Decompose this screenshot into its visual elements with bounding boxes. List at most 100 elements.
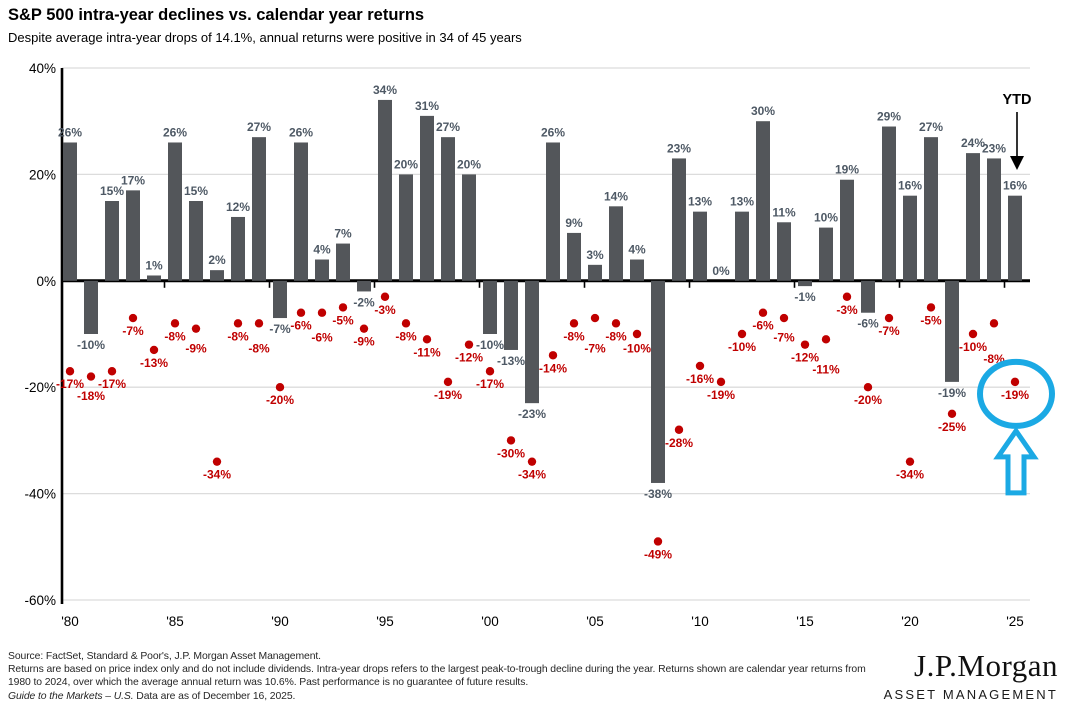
return-bar-label: -38% (644, 487, 672, 501)
decline-dot (275, 383, 285, 392)
decline-dot-label: -10% (959, 340, 987, 354)
decline-dot (989, 319, 999, 328)
return-bar (231, 216, 245, 281)
decline-dot-label: -17% (56, 377, 84, 391)
asset-management-text: ASSET MANAGEMENT (883, 687, 1058, 702)
return-bar (84, 280, 98, 334)
return-bar-label: 12% (226, 200, 250, 214)
decline-dot (506, 436, 516, 445)
return-bar-label: 26% (58, 125, 82, 139)
return-bar-label: 11% (772, 205, 796, 219)
decline-dot (212, 457, 222, 466)
decline-dot-label: -8% (227, 329, 249, 343)
return-bar (861, 280, 875, 313)
return-bar (336, 243, 350, 281)
return-bar (273, 280, 287, 319)
return-bar (315, 259, 329, 281)
x-axis-label: '05 (586, 614, 604, 629)
return-bar-label: 26% (289, 125, 313, 139)
highlight-up-arrow-icon (993, 426, 1039, 496)
decline-dot (758, 308, 768, 317)
decline-dot (527, 457, 537, 466)
return-bar (525, 280, 539, 404)
return-bar (840, 179, 854, 281)
return-bar-label: -23% (518, 407, 546, 421)
decline-dot (191, 324, 201, 333)
decline-dot-label: -14% (539, 361, 567, 375)
sp500-intra-year-chart: 40% 20% 0% -20% -40% -60% '80 '85 '90 '95 '00 '05 '1… (24, 61, 1055, 629)
decline-dot (674, 425, 684, 434)
decline-dot (86, 372, 96, 381)
decline-dot (170, 319, 180, 328)
decline-dot-label: -49% (644, 547, 672, 561)
return-bar (294, 142, 308, 281)
jpmorgan-logo: J.P.Morgan ASSET MANAGEMENT (884, 648, 1058, 702)
x-axis-label: '10 (691, 614, 709, 629)
return-bar-label: 4% (628, 243, 646, 257)
y-axis-label: -20% (24, 380, 56, 395)
return-bar (693, 211, 707, 281)
decline-dot-label: -8% (248, 341, 270, 355)
return-bar (168, 142, 182, 281)
return-bar-label: 26% (541, 125, 565, 139)
return-bar (903, 195, 917, 281)
decline-dot-label: -7% (122, 324, 144, 338)
x-axis-label: '80 (61, 614, 79, 629)
source-footnote: Source: FactSet, Standard & Poor's, J.P.… (8, 650, 888, 703)
decline-dot-label: -6% (290, 319, 312, 333)
chart-subtitle: Despite average intra-year drops of 14.1… (8, 30, 522, 45)
return-bar-label: 27% (919, 120, 943, 134)
decline-dot-label: -17% (98, 377, 126, 391)
y-axis-label: 20% (29, 167, 56, 182)
return-bar-label: 31% (415, 99, 439, 113)
decline-dot-label: -5% (332, 313, 354, 327)
return-bar (756, 121, 770, 281)
y-axis-label: 0% (36, 274, 56, 289)
return-bar-label: 23% (982, 141, 1006, 155)
return-bar-label: 24% (961, 136, 985, 150)
x-axis-label: '00 (481, 614, 499, 629)
decline-dot (737, 329, 747, 339)
decline-dot (926, 303, 936, 312)
y-axis-label: -60% (24, 593, 56, 608)
footnote-methodology: Returns are based on price index only an… (8, 664, 866, 689)
return-bar (189, 201, 203, 281)
return-bar-label: -6% (857, 317, 879, 331)
return-bar (924, 137, 938, 281)
decline-dot (590, 313, 600, 323)
return-bar-label: 7% (334, 227, 352, 241)
y-axis-label: -40% (24, 487, 56, 502)
y-axis-label: 40% (29, 61, 56, 76)
decline-dot (128, 313, 138, 323)
decline-dot-label: -17% (476, 377, 504, 391)
decline-dot-label: -19% (1001, 388, 1029, 402)
return-bar-label: 23% (667, 141, 691, 155)
ytd-arrowhead-icon (1010, 156, 1024, 170)
decline-dot (401, 319, 411, 328)
return-bar (672, 158, 686, 281)
return-bar-label: 16% (898, 179, 922, 193)
return-bar-label: 9% (565, 216, 583, 230)
ytd-annotation-label: YTD (1003, 92, 1032, 108)
return-bar (609, 206, 623, 281)
decline-dot (905, 457, 915, 466)
return-bar (567, 232, 581, 281)
decline-dot (422, 335, 432, 344)
return-bar (441, 137, 455, 281)
return-bar-label: 27% (247, 120, 271, 134)
decline-dot-label: -6% (752, 319, 774, 333)
decline-dot (296, 308, 306, 317)
return-bar-label: 14% (604, 189, 628, 203)
return-bar (630, 259, 644, 281)
decline-dot (800, 340, 810, 349)
asof-date-text: Data are as of December 16, 2025. (133, 690, 296, 702)
decline-dot (443, 377, 453, 387)
decline-dot-label: -5% (920, 313, 942, 327)
return-bar (105, 201, 119, 281)
decline-dot-label: -8% (605, 329, 627, 343)
return-bar-label: -7% (269, 322, 291, 336)
return-bar-label: 20% (457, 157, 481, 171)
return-bar (462, 174, 476, 281)
decline-dot (779, 313, 789, 323)
